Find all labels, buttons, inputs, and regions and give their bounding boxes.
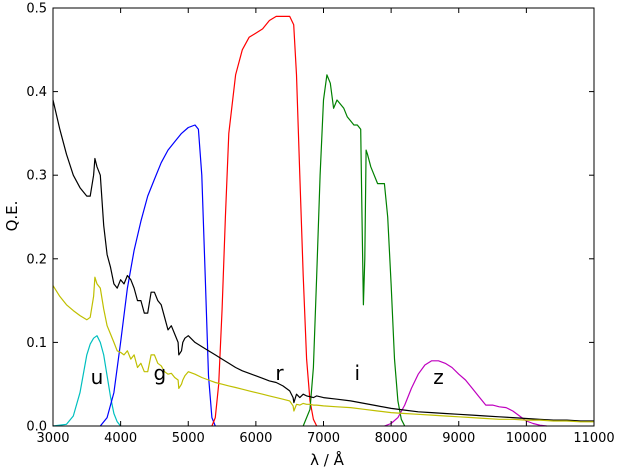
- band-label-z: z: [433, 365, 444, 389]
- y-axis-label: Q.E.: [3, 201, 21, 232]
- x-tick-label: 10000: [506, 431, 547, 446]
- x-tick-label: 5000: [172, 431, 205, 446]
- series-line-6: [52, 276, 594, 423]
- band-label-r: r: [275, 361, 284, 385]
- x-tick-label: 7000: [307, 431, 340, 446]
- series-line-3: [302, 74, 406, 427]
- y-tick-label: 0.1: [26, 336, 47, 351]
- x-tick-label: 3000: [36, 431, 69, 446]
- y-tick-label: 0.0: [26, 420, 47, 435]
- y-tick-label: 0.4: [26, 85, 47, 100]
- plot-frame: [52, 7, 595, 427]
- x-tick-label: 4000: [104, 431, 137, 446]
- y-tick-label: 0.2: [26, 252, 47, 267]
- series-line-1: [99, 124, 216, 427]
- x-axis-label: λ / Å: [310, 450, 344, 469]
- band-label-u: u: [91, 365, 104, 389]
- series-line-2: [211, 15, 318, 427]
- series-layer: [52, 15, 594, 427]
- y-tick-label: 0.3: [26, 169, 47, 184]
- x-tick-label: 6000: [239, 431, 272, 446]
- x-tick-label: 11000: [573, 431, 614, 446]
- x-tick-label: 8000: [375, 431, 408, 446]
- series-line-4: [384, 360, 547, 427]
- band-label-g: g: [153, 361, 166, 385]
- tick-layer: 3000 4000 5000 6000 7000 8000 9000 10000 11000 0.…: [26, 2, 614, 447]
- series-line-5: [52, 99, 594, 422]
- y-tick-label: 0.5: [26, 2, 47, 17]
- band-label-i: i: [355, 361, 361, 385]
- x-tick-label: 9000: [442, 431, 475, 446]
- series-line-0: [52, 335, 122, 427]
